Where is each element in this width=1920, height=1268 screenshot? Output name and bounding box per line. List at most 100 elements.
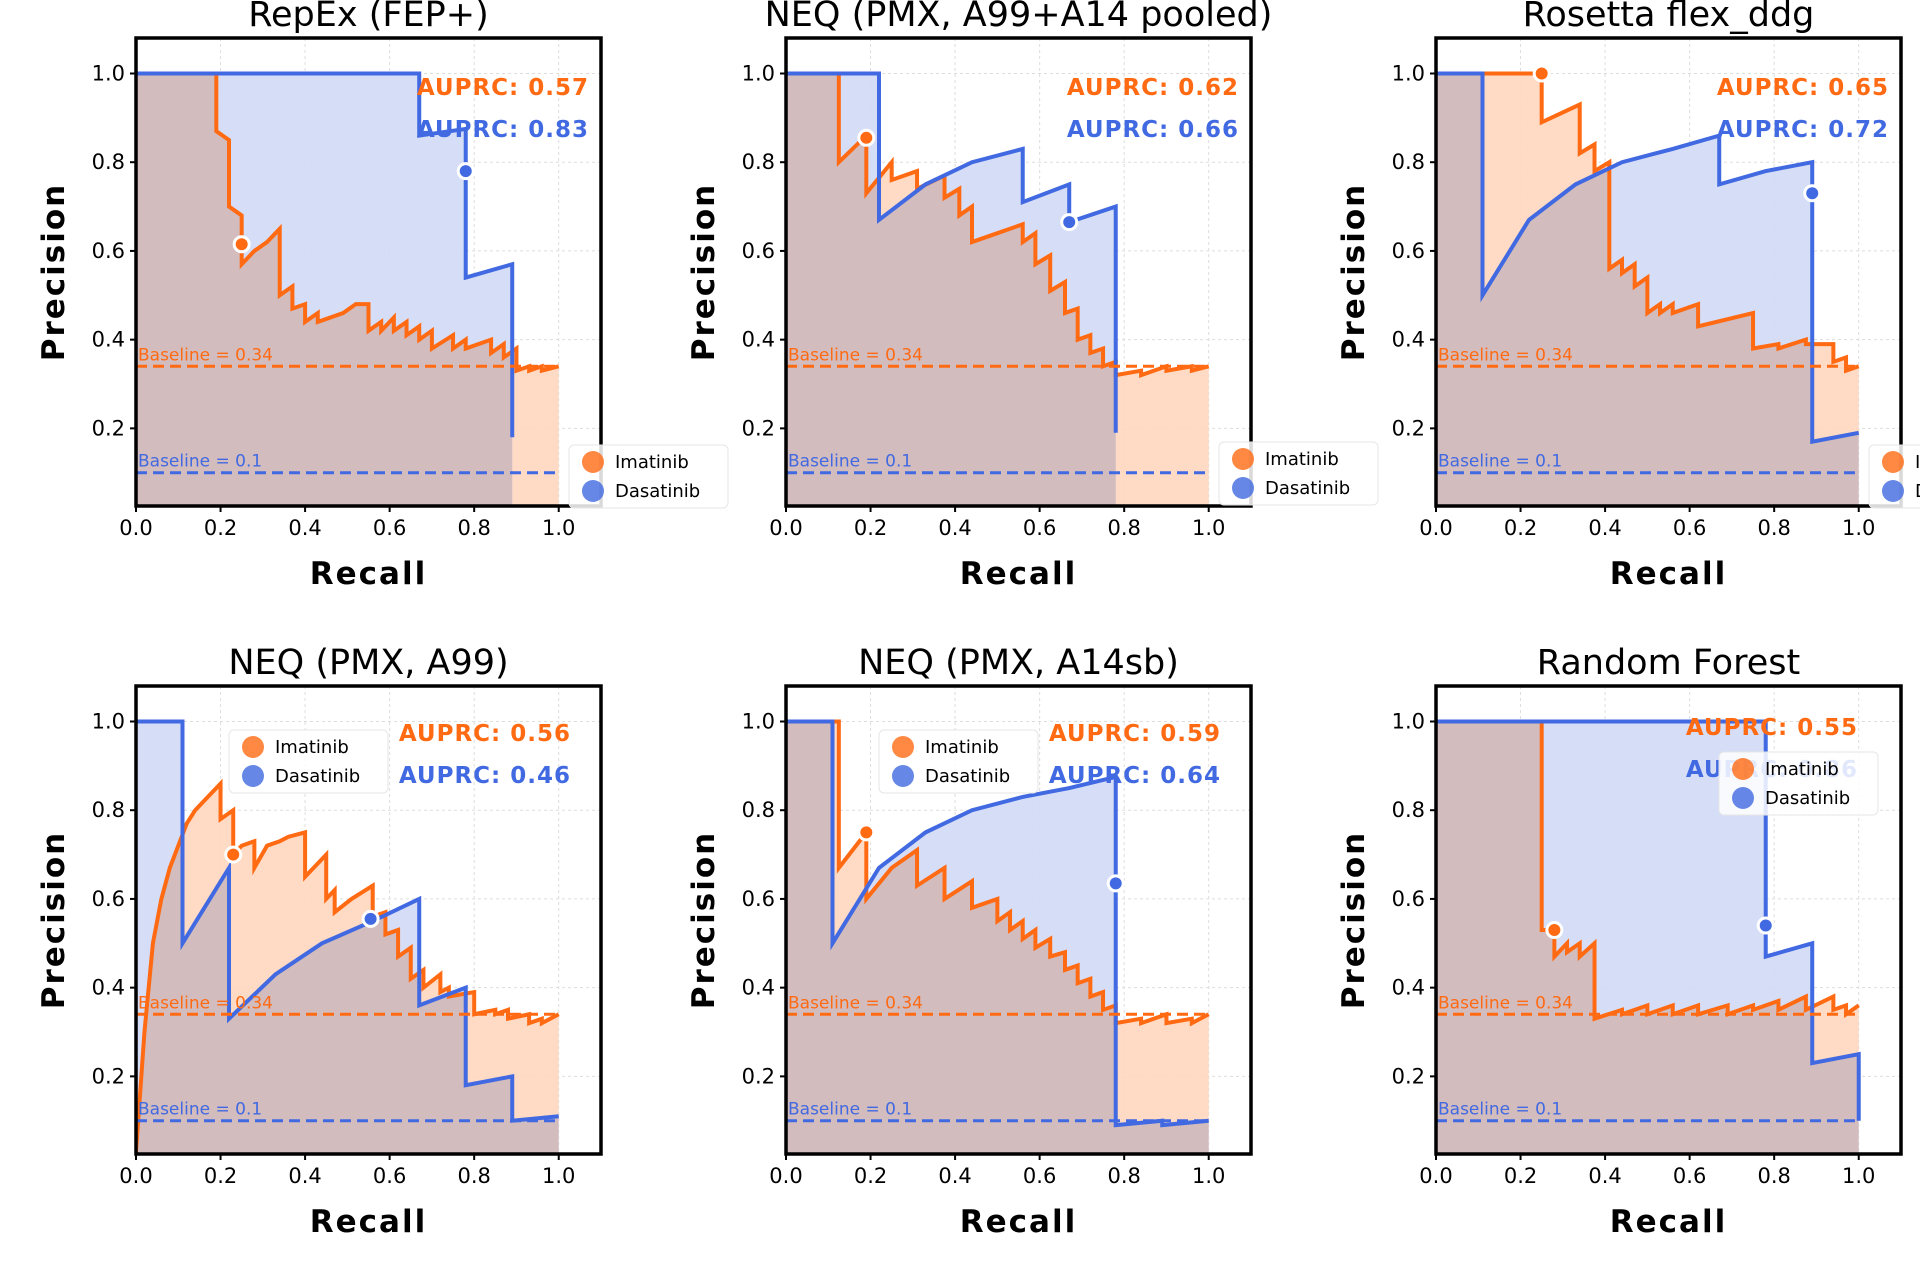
series-marker (232, 235, 251, 254)
legend-marker (582, 451, 604, 473)
auprc-label: AUPRC: 0.66 (1067, 117, 1239, 143)
series-marker (1803, 184, 1822, 203)
auprc-label: AUPRC: 0.46 (399, 763, 571, 789)
x-tick-label: 0.0 (769, 1164, 802, 1188)
legend-box (1868, 444, 1920, 509)
chart-panel: Rosetta flex_ddg Baseline = 0.34 Baseline … (1336, 0, 1920, 592)
x-axis-label: Recall (1610, 556, 1727, 592)
legend-marker (1732, 787, 1754, 809)
x-axis-label: Recall (960, 1204, 1077, 1240)
y-tick-label: 0.4 (1392, 976, 1425, 1000)
auprc-label: AUPRC: 0.55 (1686, 715, 1858, 741)
legend-marker (1732, 758, 1754, 780)
x-tick-label: 0.6 (1673, 516, 1706, 540)
x-tick-label: 0.8 (1107, 516, 1140, 540)
plot-area (1436, 71, 1860, 506)
y-tick-label: 0.8 (742, 798, 775, 822)
series-line (1436, 719, 1860, 1022)
y-tick-label: 0.6 (1392, 239, 1425, 263)
series-marker (1060, 213, 1079, 232)
x-tick-label: 1.0 (1842, 1164, 1875, 1188)
baseline-label: Baseline = 0.34 (138, 993, 273, 1013)
y-axis-label: Precision (36, 183, 72, 361)
y-axis-label: Precision (686, 831, 722, 1009)
x-tick-label: 1.0 (542, 516, 575, 540)
legend-box (1718, 751, 1879, 816)
chart-panel: NEQ (PMX, A99) Baseline = 0.34 Baseline = … (36, 643, 603, 1240)
plot-area (1436, 719, 1861, 1154)
x-tick-label: 0.0 (1419, 516, 1452, 540)
y-tick-label: 0.6 (1392, 887, 1425, 911)
x-tick-label: 0.4 (1588, 516, 1621, 540)
legend-label: Imatinib (615, 452, 689, 473)
legend-label: Imatinib (1765, 759, 1839, 780)
series-marker (1106, 874, 1125, 893)
auprc-label: AUPRC: 0.65 (1717, 75, 1889, 101)
overlap-fill (786, 721, 1209, 1154)
legend-box (228, 729, 389, 794)
y-tick-label: 0.8 (1392, 150, 1425, 174)
legend-marker (1232, 477, 1254, 499)
axes-frame (134, 684, 603, 1156)
baseline-label: Baseline = 0.1 (1438, 452, 1562, 472)
series-marker (1532, 64, 1551, 83)
legend-label: Imatinib (925, 737, 999, 758)
y-axis-label: Precision (686, 183, 722, 361)
series-line (1436, 71, 1860, 445)
x-tick-label: 0.2 (204, 516, 237, 540)
x-tick-label: 0.4 (1588, 1164, 1621, 1188)
x-tick-label: 0.0 (119, 516, 152, 540)
baseline-label: Baseline = 0.1 (788, 452, 912, 472)
y-tick-label: 0.2 (92, 416, 125, 440)
series-line (1436, 71, 1860, 374)
series-line (136, 71, 515, 438)
chart-panel: NEQ (PMX, A14sb) Baseline = 0.34 Baseline … (686, 643, 1253, 1240)
x-tick-label: 0.6 (1023, 516, 1056, 540)
x-tick-label: 0.6 (1673, 1164, 1706, 1188)
series-line (1436, 719, 1861, 1121)
y-tick-label: 0.4 (742, 328, 775, 352)
chart-title: Rosetta flex_ddg (1523, 0, 1815, 35)
baseline-label: Baseline = 0.34 (788, 993, 923, 1013)
legend-marker (892, 736, 914, 758)
y-tick-label: 0.8 (1392, 798, 1425, 822)
overlap-fill (1436, 721, 1859, 1154)
x-tick-label: 0.4 (288, 1164, 321, 1188)
x-tick-label: 0.8 (1757, 1164, 1790, 1188)
chart-title: NEQ (PMX, A99+A14 pooled) (765, 0, 1273, 35)
legend-box (878, 729, 1039, 794)
series-marker (1545, 920, 1564, 939)
legend-marker (242, 736, 264, 758)
y-tick-label: 0.8 (742, 150, 775, 174)
legend-marker (242, 765, 264, 787)
axes-frame (1434, 684, 1903, 1156)
legend-label: Dasatinib (615, 481, 700, 502)
y-tick-label: 1.0 (92, 709, 125, 733)
x-tick-label: 0.8 (1107, 1164, 1140, 1188)
plot-area (136, 71, 560, 506)
y-tick-label: 0.6 (742, 239, 775, 263)
series-line (786, 71, 1118, 433)
auprc-label: AUPRC: 0.83 (417, 117, 589, 143)
baseline-label: Baseline = 0.1 (1438, 1100, 1562, 1120)
x-tick-label: 0.0 (119, 1164, 152, 1188)
legend-label: Dasatinib (1265, 478, 1350, 499)
series-marker (456, 162, 475, 181)
x-tick-label: 0.8 (457, 516, 490, 540)
legend: Imatinib Dasatinib (228, 729, 389, 794)
baseline-label: Baseline = 0.1 (788, 1100, 912, 1120)
y-tick-label: 1.0 (1392, 61, 1425, 85)
legend-label: Dasatinib (275, 766, 360, 787)
y-tick-label: 0.4 (1392, 328, 1425, 352)
x-tick-label: 1.0 (1192, 1164, 1225, 1188)
x-tick-label: 1.0 (1192, 516, 1225, 540)
auprc-label: AUPRC: 0.56 (399, 721, 571, 747)
y-tick-label: 0.4 (92, 976, 125, 1000)
axes-frame (784, 36, 1253, 508)
series-marker (224, 845, 243, 864)
axes-frame (1434, 36, 1903, 508)
x-axis-label: Recall (960, 556, 1077, 592)
baseline-label: Baseline = 0.34 (788, 345, 923, 365)
y-axis-label: Precision (36, 831, 72, 1009)
